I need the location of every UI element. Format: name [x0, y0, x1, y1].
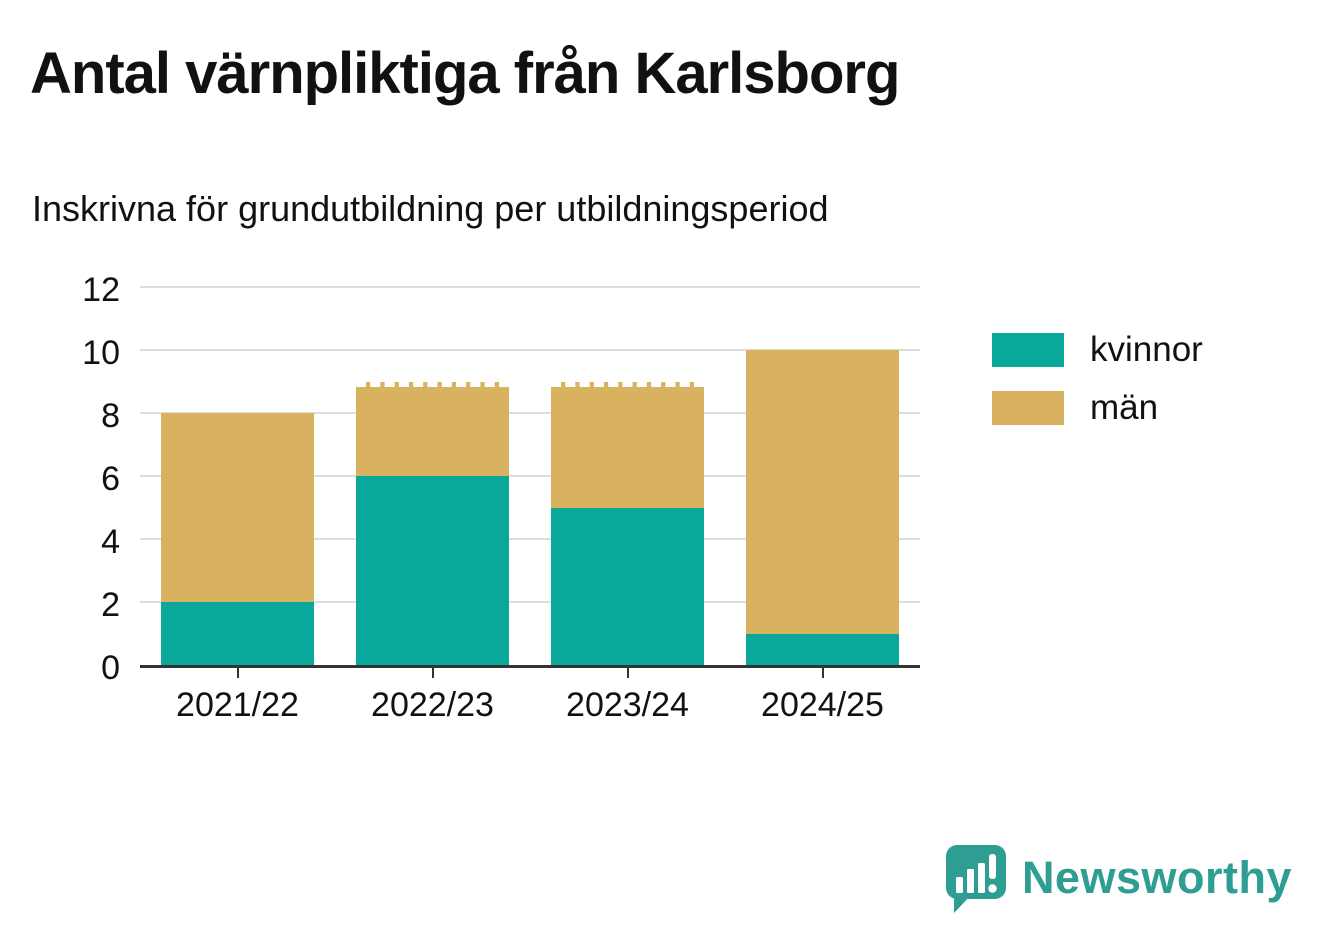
legend-item-kvinnor: kvinnor: [992, 330, 1203, 370]
x-tick-mark: [236, 668, 239, 678]
segment-män: [356, 381, 509, 476]
x-tick-label: 2024/25: [761, 686, 884, 724]
bar-column: [530, 290, 725, 665]
legend-swatch: [992, 391, 1064, 425]
y-tick-label: 0: [101, 649, 120, 687]
x-tick-cell: 2021/22: [140, 668, 335, 725]
segment-kvinnor: [356, 476, 509, 665]
newsworthy-wordmark: Newsworthy: [1021, 852, 1292, 903]
x-tick-label: 2021/22: [176, 686, 299, 724]
segment-kvinnor: [161, 602, 314, 665]
stacked-bar-2023-24: [551, 381, 704, 665]
stacked-bar-2024-25: [746, 350, 899, 665]
x-tick-label: 2023/24: [566, 686, 689, 724]
y-tick-label: 2: [101, 586, 120, 624]
stacked-bar-chart: 0 2 4 6 8 10 12 2021/22 2022/23 2023/24 2024/25: [38, 273, 920, 725]
bar-column: [725, 290, 920, 665]
gridline: [140, 601, 920, 603]
bar-column: [140, 290, 335, 665]
legend: kvinnor män: [992, 330, 1203, 428]
x-tick-mark: [821, 668, 824, 678]
x-tick-cell: 2023/24: [530, 668, 725, 725]
y-tick-label: 6: [101, 460, 120, 498]
legend-label: kvinnor: [1090, 330, 1203, 369]
gridline: [140, 475, 920, 477]
legend-swatch: [992, 333, 1064, 367]
x-axis: 2021/22 2022/23 2023/24 2024/25: [140, 668, 920, 725]
legend-item-män: män: [992, 388, 1203, 428]
y-axis: 0 2 4 6 8 10 12: [38, 273, 140, 685]
bar-columns: [140, 290, 920, 665]
y-tick-label: 10: [82, 334, 120, 372]
chart-subtitle: Inskrivna för grundutbildning per utbild…: [32, 188, 829, 229]
x-tick-mark: [431, 668, 434, 678]
y-tick-label: 8: [101, 397, 120, 435]
newsworthy-logo-icon: [945, 845, 1006, 913]
x-tick-cell: 2024/25: [725, 668, 920, 725]
gridline: [140, 286, 920, 288]
gridline: [140, 412, 920, 414]
bar-column: [335, 290, 530, 665]
y-tick-label: 12: [82, 271, 120, 309]
newsworthy-branding: Newsworthy: [944, 843, 1292, 913]
segment-män: [551, 381, 704, 508]
x-tick-cell: 2022/23: [335, 668, 530, 725]
segment-män: [161, 413, 314, 602]
stacked-bar-2022-23: [356, 381, 509, 665]
x-tick-label: 2022/23: [371, 686, 494, 724]
plot-area: [140, 286, 920, 668]
x-tick-mark: [626, 668, 629, 678]
gridline: [140, 349, 920, 351]
segment-kvinnor: [551, 507, 704, 665]
plot-column: 2021/22 2022/23 2023/24 2024/25: [140, 286, 920, 725]
stacked-bar-2021-22: [161, 413, 314, 665]
chart-title: Antal värnpliktiga från Karlsborg: [30, 41, 900, 106]
gridline: [140, 538, 920, 540]
legend-label: män: [1090, 388, 1159, 427]
segment-kvinnor: [746, 633, 899, 665]
y-tick-label: 4: [101, 523, 120, 561]
segment-män: [746, 350, 899, 634]
